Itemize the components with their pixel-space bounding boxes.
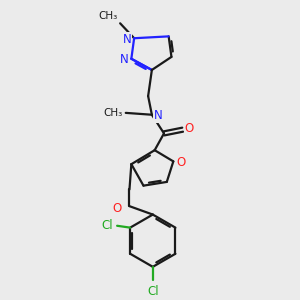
Text: O: O: [184, 122, 194, 135]
Text: N: N: [154, 109, 163, 122]
Text: O: O: [176, 156, 185, 169]
Text: N: N: [123, 33, 131, 46]
Text: Cl: Cl: [102, 219, 113, 232]
Text: CH₃: CH₃: [104, 108, 123, 118]
Text: O: O: [113, 202, 122, 214]
Text: CH₃: CH₃: [98, 11, 117, 21]
Text: N: N: [120, 53, 128, 66]
Text: Cl: Cl: [147, 284, 159, 298]
